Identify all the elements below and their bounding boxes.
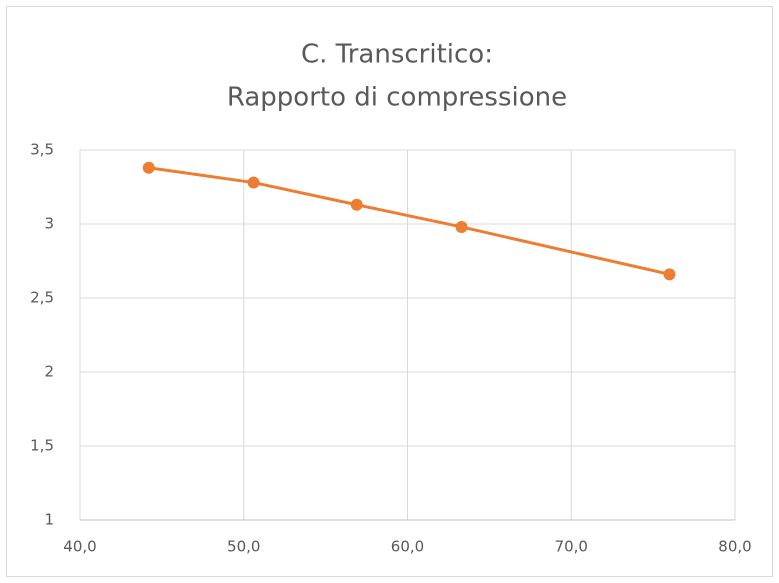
y-tick-label: 3,5 xyxy=(30,141,54,159)
y-tick-label: 2,5 xyxy=(30,289,54,307)
y-tick-label: 1 xyxy=(44,511,54,529)
x-tick-label: 40,0 xyxy=(63,538,96,556)
data-point xyxy=(247,176,260,189)
y-tick-label: 3 xyxy=(44,215,54,233)
y-tick-label: 2 xyxy=(44,363,54,381)
data-point xyxy=(142,161,155,174)
chart-border xyxy=(6,6,773,577)
x-tick-label: 60,0 xyxy=(391,538,424,556)
x-tick-label: 70,0 xyxy=(555,538,588,556)
chart-title: C. Transcritico: xyxy=(301,40,493,70)
y-tick-label: 1,5 xyxy=(30,437,54,455)
chart-title: Rapporto di compressione xyxy=(227,83,567,113)
x-tick-label: 80,0 xyxy=(718,538,751,556)
data-point xyxy=(663,268,676,281)
x-tick-label: 50,0 xyxy=(227,538,260,556)
data-point xyxy=(350,198,363,211)
data-point xyxy=(455,220,468,233)
